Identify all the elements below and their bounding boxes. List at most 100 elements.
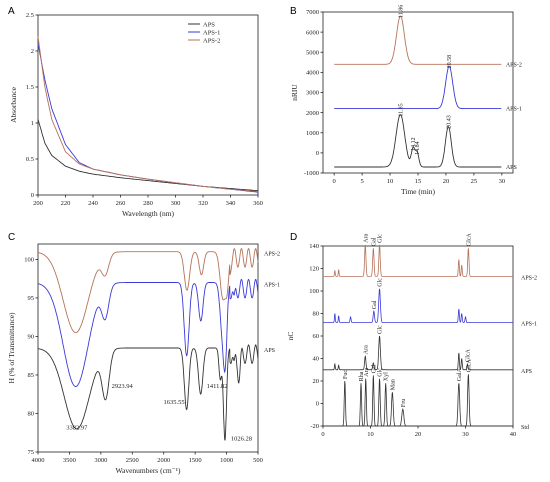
chart-c-y-tick-label: 85 (28, 372, 35, 379)
chart-c-x-axis-label: Wavenumbers (cm⁻¹) (116, 466, 181, 475)
chart-d-peak-label: Ara (363, 234, 369, 243)
chart-c-peak-annotation: 2923.94 (112, 383, 134, 390)
chart-d-monosaccharide-chromatogram: 0 10 20 30 40-20020406080100120140nCAPS-2Ara… (286, 233, 537, 438)
chart-d-series-label: APS (521, 369, 532, 375)
chart-c-y-tick-label: 90 (28, 334, 35, 341)
chart-d-peak-label: GalA (457, 368, 463, 382)
chart-b-y-tick-label: 2000 (306, 110, 319, 117)
chart-c-peak-annotation: 1026.28 (231, 435, 252, 442)
chart-d-series-label: APS-2 (521, 275, 537, 281)
chart-c-series-line (37, 278, 259, 387)
chart-d-x-tick-label: 40 (510, 431, 517, 438)
chart-b-peak-label: 20.58 (447, 55, 453, 69)
chart-b-x-tick-label: 0 (333, 178, 336, 185)
chart-c-x-tick-label: 1500 (189, 457, 202, 464)
chart-b-x-tick-label: 20 (443, 178, 450, 185)
chart-d-peak-label: Ara (364, 367, 370, 376)
chart-b-x-tick-label: 15 (415, 178, 422, 185)
chart-c-y-axis-label: H (% of Transmittance) (7, 312, 16, 384)
chart-d-peak-label: GlcA (465, 348, 471, 362)
chart-a-y-axis-label: Absorbance (9, 86, 18, 122)
chart-d-series-line (323, 335, 513, 371)
chart-d-x-tick-label: 10 (367, 431, 374, 438)
chart-a-legend-label: APS-2 (203, 37, 220, 44)
chart-d-y-tick-label: 140 (309, 243, 319, 250)
chart-c-series-label: APS (264, 348, 275, 354)
chart-d-peak-label: GlcA (466, 233, 472, 247)
chart-d-peak-label: Rha (359, 371, 365, 381)
chart-b-peak-label: 14.84 (415, 141, 421, 155)
chart-a-y-tick-label: 0.5 (26, 156, 34, 163)
chart-d-y-tick-label: -20 (310, 423, 319, 430)
chart-c-peak-annotation: 3382.97 (66, 425, 88, 432)
chart-b-x-tick-label: 5 (360, 178, 363, 185)
chart-a-series-line (37, 119, 259, 192)
chart-a-x-tick-label: 320 (198, 200, 208, 207)
chart-c-plot-frame (37, 243, 259, 453)
chart-c-y-tick-label: 95 (28, 295, 35, 302)
chart-d-x-tick-label: 0 (321, 431, 324, 438)
chart-c-x-tick-label: 3000 (94, 457, 107, 464)
chart-b-y-tick-label: 4000 (306, 70, 319, 77)
chart-a-y-tick-label: 1.5 (26, 84, 34, 91)
chart-c-y-tick-label: 75 (28, 449, 35, 456)
chart-d-peak-label: Glc (378, 325, 384, 334)
chart-b-y-tick-label: -1000 (304, 170, 319, 177)
chart-c-series-label: APS-2 (264, 252, 280, 258)
chart-d-peak-label: Ara (363, 345, 369, 354)
panel-letter-b: B (290, 6, 297, 17)
chart-d-peak-label: GlcA (466, 359, 472, 373)
chart-b-y-axis-label: nRIU (290, 84, 299, 101)
panel-letter-c: C (8, 232, 16, 243)
chart-a-y-tick-label: 1 (31, 120, 34, 127)
panel-letter-a: A (8, 6, 15, 17)
chart-c-peak-annotation: 1411.82 (207, 383, 228, 390)
chart-a-x-tick-label: 300 (171, 200, 181, 207)
chart-d-peak-label: Fuc (343, 370, 349, 379)
chart-d-x-tick-label: 20 (415, 431, 422, 438)
chart-a-y-tick-label: 0 (31, 192, 34, 199)
panel-letter-d: D (290, 232, 298, 243)
chart-c-x-tick-label: 2500 (126, 457, 139, 464)
chart-d-peak-label: Gal (371, 237, 377, 246)
chart-a-legend-label: APS-1 (203, 29, 220, 36)
chart-b-series-line (334, 65, 502, 110)
chart-c-x-tick-label: 4000 (32, 457, 45, 464)
chart-a-legend-label: APS (203, 21, 215, 28)
chart-b-y-tick-label: 3000 (306, 90, 319, 97)
chart-a-series-line (37, 36, 259, 192)
chart-d-y-tick-label: 60 (313, 333, 320, 340)
chart-a-x-axis-label: Wavelength (nm) (122, 209, 175, 218)
chart-c-y-tick-label: 100 (24, 257, 34, 264)
chart-d-peak-label: Glc (378, 278, 384, 287)
chart-b-series-label: APS-2 (506, 62, 522, 68)
chart-d-y-tick-label: 40 (313, 356, 320, 363)
chart-b-y-tick-label: 7000 (306, 9, 319, 16)
chart-c-x-tick-label: 3500 (63, 457, 76, 464)
chart-b-x-axis-label: Time (min) (401, 187, 436, 196)
chart-c-series-line (37, 247, 259, 334)
chart-c-ftir-spectra: 4000 3500 3000 2500 2000 1500 1000 500 75 80 85 90 9… (7, 243, 280, 475)
chart-d-y-tick-label: 100 (309, 288, 319, 295)
chart-a-x-tick-label: 260 (116, 200, 126, 207)
chart-b-y-tick-label: 5000 (306, 49, 319, 56)
chart-b-y-tick-label: 1000 (306, 130, 319, 137)
chart-a-x-tick-label: 200 (33, 200, 43, 207)
chart-b-series-label: APS (506, 165, 517, 171)
chart-b-series-line (334, 114, 502, 168)
chart-d-series-label: APS-1 (521, 322, 537, 328)
chart-d-y-axis-label: nC (286, 332, 295, 341)
chart-d-y-tick-label: 80 (313, 311, 320, 318)
chart-c-series-label: APS-1 (264, 283, 280, 289)
chart-d-series-line (323, 244, 513, 277)
chart-d-y-tick-label: 120 (309, 266, 319, 273)
chart-a-x-tick-label: 240 (88, 200, 98, 207)
chart-a-x-tick-label: 220 (61, 200, 71, 207)
chart-c-peak-annotation: 1635.55 (163, 399, 184, 406)
chart-a-series-line (37, 43, 259, 193)
chart-d-peak-label: Fru (401, 399, 407, 407)
chart-d-peak-label: Gal (372, 300, 378, 309)
chart-b-series-label: APS-1 (506, 107, 522, 113)
chart-c-x-tick-label: 1000 (220, 457, 233, 464)
chart-b-peak-label: 11.85 (398, 103, 404, 116)
